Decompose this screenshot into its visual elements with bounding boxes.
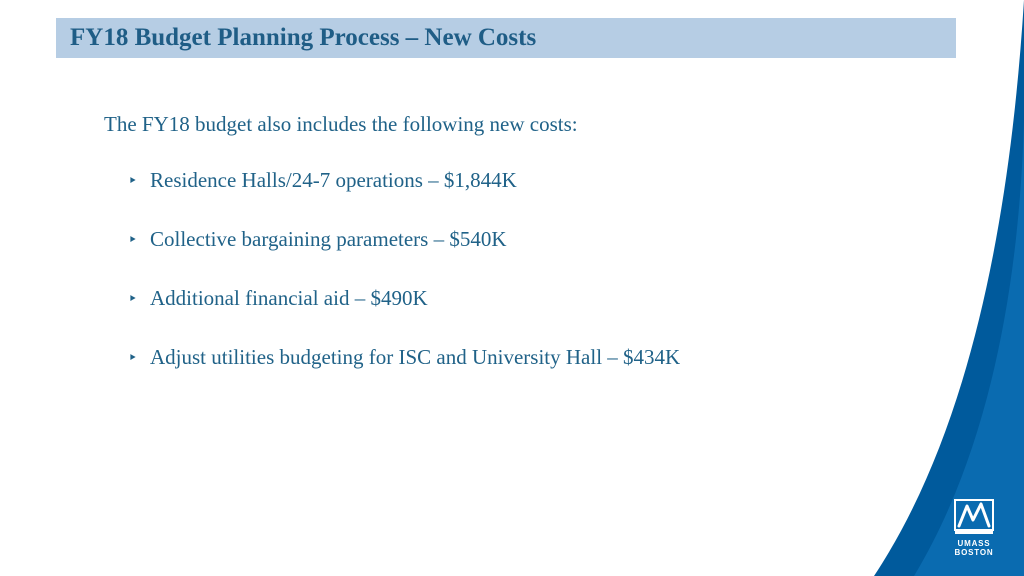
bullet-text: Collective bargaining parameters – $540K [150, 227, 507, 252]
logo-text-line1: UMASS [946, 540, 1002, 549]
list-item: ‣ Residence Halls/24-7 operations – $1,8… [128, 168, 848, 193]
logo-mark-icon [953, 496, 995, 538]
title-bar: FY18 Budget Planning Process – New Costs [56, 18, 956, 58]
bullet-icon: ‣ [128, 348, 150, 368]
list-item: ‣ Collective bargaining parameters – $54… [128, 227, 848, 252]
bullet-icon: ‣ [128, 230, 150, 250]
bullet-list: ‣ Residence Halls/24-7 operations – $1,8… [128, 168, 848, 404]
list-item: ‣ Adjust utilities budgeting for ISC and… [128, 345, 848, 370]
bullet-icon: ‣ [128, 289, 150, 309]
bullet-text: Adjust utilities budgeting for ISC and U… [150, 345, 680, 370]
swoosh-inner [914, 120, 1024, 576]
intro-text: The FY18 budget also includes the follow… [104, 112, 578, 137]
list-item: ‣ Additional financial aid – $490K [128, 286, 848, 311]
slide: FY18 Budget Planning Process – New Costs… [0, 0, 1024, 576]
bullet-text: Residence Halls/24-7 operations – $1,844… [150, 168, 517, 193]
logo-text-line2: BOSTON [946, 549, 1002, 558]
swoosh-outer [874, 0, 1024, 576]
slide-title: FY18 Budget Planning Process – New Costs [70, 24, 536, 52]
umass-logo: UMASS BOSTON [946, 496, 1002, 558]
bullet-text: Additional financial aid – $490K [150, 286, 428, 311]
bullet-icon: ‣ [128, 171, 150, 191]
swoosh-graphic [824, 0, 1024, 576]
